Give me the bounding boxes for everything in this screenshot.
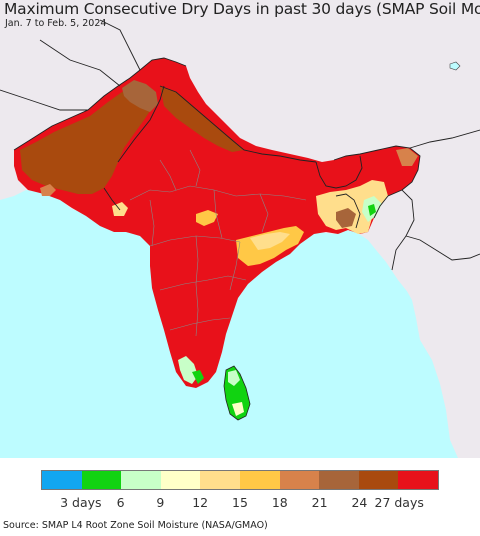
legend: 3 days 6 9 12 15 18 21 24 27 days	[0, 458, 480, 520]
region-darkgreen-northeast	[368, 204, 376, 216]
legend-tick-label: 9	[156, 495, 165, 510]
small-lake-icon	[449, 61, 461, 71]
legend-swatch	[279, 471, 320, 489]
map-svg	[0, 0, 480, 458]
region-brown-himalaya	[160, 86, 244, 152]
legend-swatch	[200, 471, 240, 489]
legend-tick-label: 18	[271, 495, 288, 510]
sri-lanka-north	[228, 370, 240, 386]
region-orange-central	[196, 210, 218, 226]
sri-lanka-south	[232, 402, 244, 416]
land-southeast-asia	[392, 260, 480, 458]
region-lightbrown-kashmir	[122, 80, 158, 112]
region-orange-northeast	[396, 148, 418, 166]
region-lightyellow-deccan	[250, 232, 290, 250]
legend-tick-label: 12	[192, 495, 209, 510]
legend-swatch	[319, 471, 359, 489]
country-borders	[0, 19, 480, 271]
source-credit: Source: SMAP L4 Root Zone Soil Moisture …	[3, 520, 268, 531]
legend-swatch	[398, 471, 438, 489]
map-panel: Maximum Consecutive Dry Days in past 30 …	[0, 0, 480, 458]
legend-swatch	[358, 471, 399, 489]
region-orange-northwest	[40, 184, 56, 196]
legend-swatch	[160, 471, 201, 489]
legend-swatch	[121, 471, 161, 489]
legend-tick-label: 27 days	[374, 495, 424, 510]
legend-swatch	[239, 471, 280, 489]
region-brown-northwest	[20, 86, 154, 194]
legend-swatch	[81, 471, 122, 489]
region-brown-bangladesh	[336, 208, 356, 228]
legend-swatch	[42, 471, 82, 489]
region-lightgreen-south	[192, 370, 204, 384]
legend-color-bar	[41, 470, 439, 490]
map-title: Maximum Consecutive Dry Days in past 30 …	[4, 0, 480, 18]
legend-tick-label: 6	[116, 495, 125, 510]
state-borders	[129, 149, 307, 337]
legend-tick-label: 21	[311, 495, 328, 510]
legend-tick-label: 24	[351, 495, 368, 510]
legend-tick-label: 15	[232, 495, 248, 510]
map-subtitle: Jan. 7 to Feb. 5, 2024	[5, 18, 107, 29]
legend-tick-label: 3 days	[60, 495, 102, 510]
region-green-kerala	[178, 356, 198, 384]
